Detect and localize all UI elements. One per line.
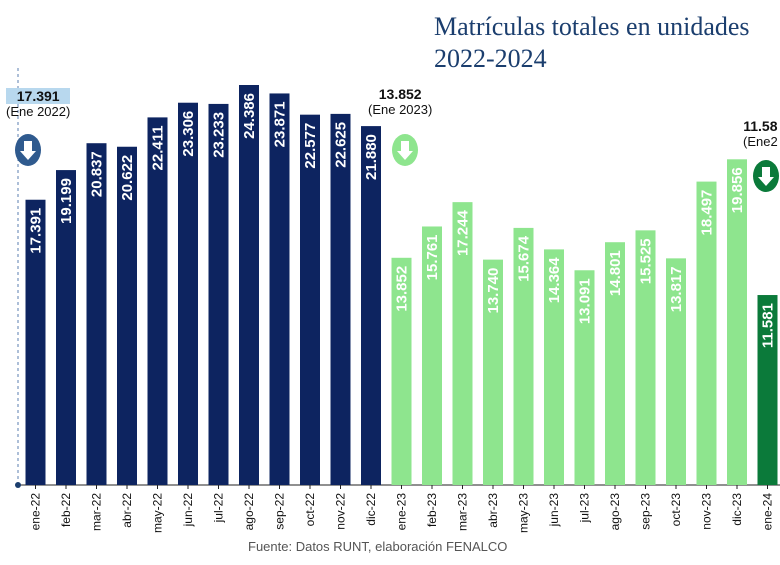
x-tick-label-may-22: may-22 (151, 493, 165, 533)
x-tick-label-nov-23: nov-23 (700, 493, 714, 530)
callout-ene-2022: 17.391 (Ene 2022) (6, 88, 71, 119)
bar-jul-22 (208, 103, 229, 486)
x-tick-label-sep-22: sep-22 (273, 493, 287, 530)
bar-ene-24 (757, 295, 778, 485)
data-label-jul-22: 23.233 (211, 112, 228, 158)
x-tick-label-nov-22: nov-22 (334, 493, 348, 530)
x-tick-label-oct-23: oct-23 (669, 493, 683, 527)
chart-source: Fuente: Datos RUNT, elaboración FENALCO (248, 539, 508, 554)
data-label-ene-23: 13.852 (394, 266, 411, 312)
bar-jun-22 (178, 102, 198, 485)
x-tick-label-mar-22: mar-22 (90, 493, 104, 531)
data-label-abr-22: 20.622 (119, 155, 136, 201)
callout-ene-2023: 13.852 (Ene 2023) (368, 86, 432, 117)
data-label-mar-23: 17.244 (455, 210, 472, 257)
x-tick-label-oct-22: oct-22 (303, 493, 317, 527)
bar-feb-23 (422, 226, 442, 485)
chart-title-line1: Matrículas totales en unidades (434, 12, 750, 41)
bar-mar-23 (452, 202, 473, 486)
data-label-nov-22: 22.625 (333, 122, 350, 168)
x-tick-label-mar-23: mar-23 (456, 493, 470, 531)
x-tick-label-jun-22: jun-22 (181, 493, 195, 528)
bar-mar-22 (86, 143, 107, 485)
x-tick-label-ene-22: ene-22 (29, 493, 43, 531)
data-label-jun-23: 14.364 (546, 257, 563, 304)
x-tick-label-ago-22: ago-22 (242, 493, 256, 531)
x-tick-label-jul-23: jul-23 (578, 493, 592, 524)
bar-ene-23 (391, 257, 412, 485)
x-tick-label-dic-22: dic-22 (364, 493, 378, 526)
x-tick-label-abr-22: abr-22 (120, 493, 134, 528)
data-label-may-23: 15.674 (516, 235, 533, 282)
callout-period: (Ene 2023) (368, 102, 433, 117)
data-label-feb-22: 19.199 (58, 178, 75, 224)
data-label-abr-23: 13.740 (485, 268, 502, 314)
bar-oct-23 (666, 258, 686, 485)
x-tick-label-ago-23: ago-23 (608, 493, 622, 531)
x-tick-label-abr-23: abr-23 (486, 493, 500, 528)
down-arrow-icon (15, 134, 41, 166)
data-label-ago-23: 14.801 (607, 250, 624, 296)
data-label-dic-23: 19.856 (729, 167, 746, 213)
down-arrow-icon (753, 160, 779, 192)
data-label-oct-22: 22.577 (302, 123, 319, 169)
data-label-sep-23: 15.525 (638, 238, 655, 284)
data-label-oct-23: 13.817 (668, 266, 685, 312)
x-tick-label-feb-23: feb-23 (425, 493, 439, 527)
data-label-ene-22: 17.391 (28, 208, 45, 254)
data-label-dic-22: 21.880 (363, 134, 380, 180)
data-label-sep-22: 23.871 (272, 101, 289, 147)
axis-origin-dot (15, 482, 21, 488)
bar-ago-22 (239, 85, 259, 485)
callout-period: (Ene2 (743, 134, 778, 149)
x-tick-label-jun-23: jun-23 (547, 493, 561, 528)
callout-ene-2024: 11.58 (Ene2 (743, 118, 778, 149)
x-tick-label-dic-23: dic-23 (730, 493, 744, 526)
bar-may-23 (513, 227, 534, 485)
data-label-jun-22: 23.306 (180, 111, 197, 157)
x-tick-label-feb-22: feb-22 (59, 493, 73, 527)
bar-dic-22 (361, 126, 381, 485)
bar-jul-23 (574, 270, 595, 485)
bar-oct-22 (300, 114, 320, 485)
callout-value: 13.852 (378, 86, 422, 102)
x-tick-label-ene-24: ene-24 (761, 493, 775, 531)
data-label-mar-22: 20.837 (89, 151, 106, 197)
x-tick-label-sep-23: sep-23 (639, 493, 653, 530)
data-label-ago-22: 24.386 (241, 93, 258, 139)
chart-title-line2: 2022-2024 (434, 44, 547, 73)
data-label-jul-23: 13.091 (577, 278, 594, 324)
bar-nov-22 (330, 113, 351, 485)
bar-may-22 (147, 117, 168, 486)
bar-abr-23 (483, 259, 503, 485)
bar-jun-23 (544, 249, 564, 485)
data-label-feb-23: 15.761 (424, 234, 441, 280)
x-tick-label-may-23: may-23 (517, 493, 531, 533)
bar-sep-22 (269, 93, 290, 485)
bar-ene-22 (25, 199, 46, 485)
bar-nov-23 (696, 181, 717, 485)
bar-dic-23 (727, 159, 747, 485)
data-label-may-22: 22.411 (150, 125, 167, 170)
callout-period: (Ene 2022) (6, 104, 71, 119)
x-tick-label-jul-22: jul-22 (212, 493, 226, 524)
bar-sep-23 (635, 230, 656, 485)
x-tick-label-ene-23: ene-23 (395, 493, 409, 531)
data-label-nov-23: 18.497 (699, 190, 716, 236)
bar-feb-22 (56, 170, 76, 485)
down-arrow-icon (392, 134, 418, 166)
bar-abr-22 (117, 146, 137, 485)
callout-value: 11.58 (743, 118, 778, 134)
bar-ago-23 (605, 242, 625, 485)
callout-value: 17.391 (6, 88, 71, 104)
data-label-ene-24: 11.581 (760, 303, 777, 348)
